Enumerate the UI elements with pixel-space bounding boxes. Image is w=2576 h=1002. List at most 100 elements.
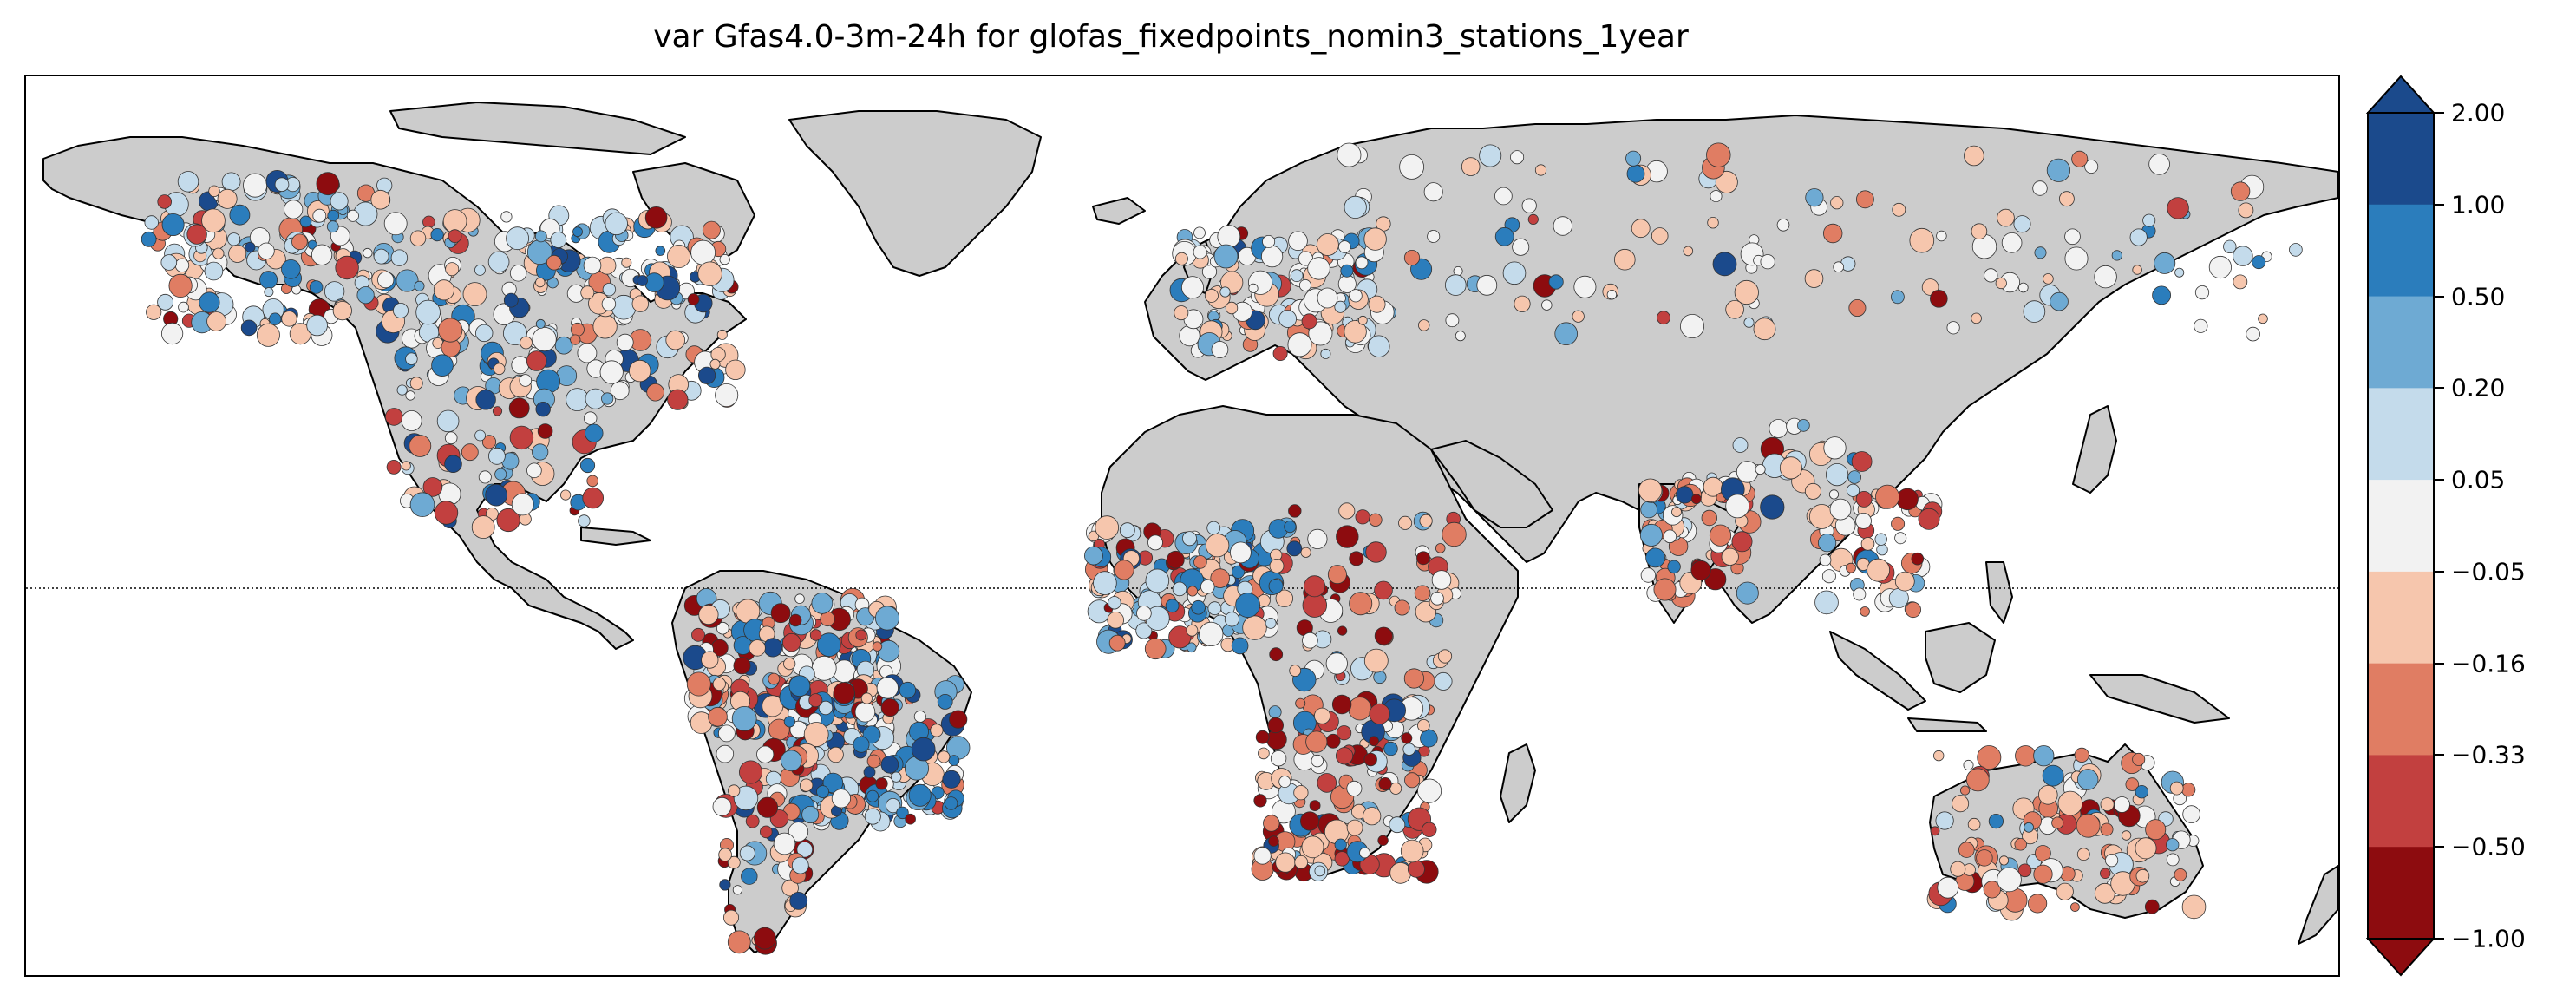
station-marker (1510, 150, 1525, 165)
station-marker (1179, 324, 1200, 347)
station-marker (1512, 238, 1530, 256)
station-marker (520, 336, 533, 350)
station-marker (461, 443, 479, 462)
station-marker (2181, 783, 2196, 797)
station-marker (160, 254, 178, 271)
station-marker (1357, 315, 1368, 325)
station-marker (448, 229, 462, 244)
station-marker (1875, 484, 1900, 509)
station-marker (475, 390, 496, 410)
station-marker (1289, 665, 1302, 677)
station-marker (905, 813, 916, 825)
station-marker (1255, 730, 1270, 744)
station-marker (1269, 647, 1284, 662)
station-marker (1302, 632, 1318, 649)
station-marker (809, 629, 822, 641)
station-marker (876, 677, 899, 699)
map-canvas (26, 102, 2338, 955)
station-marker (1147, 534, 1163, 551)
station-marker (741, 868, 758, 885)
colorbar-tick (2435, 295, 2444, 298)
station-marker (229, 204, 251, 226)
station-marker (586, 475, 598, 488)
station-marker (930, 724, 944, 737)
station-marker (937, 694, 953, 710)
station-marker (228, 244, 247, 263)
station-marker (583, 256, 602, 275)
station-marker (1946, 321, 1960, 335)
station-marker (384, 408, 403, 426)
station-marker (1368, 335, 1390, 357)
station-marker (1305, 730, 1328, 753)
station-marker (2017, 863, 2032, 878)
station-marker (1334, 300, 1347, 313)
station-marker (718, 848, 732, 861)
station-marker (2014, 838, 2027, 851)
station-marker (800, 778, 814, 792)
station-marker (1950, 861, 1966, 877)
station-marker (716, 621, 729, 635)
station-marker (433, 279, 454, 301)
station-marker (2064, 246, 2089, 271)
station-marker (667, 244, 691, 268)
station-marker (1165, 599, 1180, 613)
station-marker (1453, 265, 1463, 276)
station-marker (1701, 509, 1718, 527)
station-marker (789, 892, 808, 910)
station-marker (2181, 894, 2207, 920)
station-marker (1267, 717, 1285, 734)
station-marker (1205, 533, 1230, 558)
station-marker (186, 224, 207, 245)
station-marker (178, 301, 189, 313)
station-marker (899, 681, 917, 699)
station-marker (1712, 252, 1737, 277)
station-marker (629, 359, 651, 383)
station-marker (2114, 796, 2130, 813)
station-marker (1269, 559, 1285, 573)
station-marker (1614, 248, 1636, 271)
station-marker (1389, 782, 1402, 795)
station-marker (141, 231, 157, 247)
station-marker (2071, 150, 2089, 167)
station-marker (1710, 190, 1723, 203)
station-marker (2132, 265, 2142, 275)
station-marker (445, 262, 460, 277)
station-marker (2033, 864, 2053, 884)
station-marker (863, 766, 876, 778)
station-marker (2105, 854, 2119, 868)
station-marker (1253, 847, 1272, 865)
station-marker (471, 515, 495, 539)
station-marker (791, 856, 809, 874)
station-marker (1690, 560, 1711, 581)
station-marker (1527, 213, 1539, 225)
station-marker (1288, 231, 1308, 252)
colorbar-tick-label: −0.33 (2451, 740, 2526, 770)
station-marker (1325, 652, 1348, 675)
station-marker (1911, 552, 1925, 566)
station-marker (534, 230, 547, 243)
station-marker (2094, 265, 2117, 289)
station-marker (1107, 611, 1124, 629)
station-marker (1211, 341, 1229, 358)
station-marker (2024, 822, 2035, 833)
station-marker (1461, 157, 1481, 176)
station-marker (327, 209, 340, 222)
station-marker (788, 675, 811, 697)
station-marker (1261, 246, 1284, 268)
station-marker (1136, 606, 1152, 621)
station-marker (316, 172, 340, 196)
station-marker (1548, 274, 1564, 290)
station-marker (1275, 589, 1294, 608)
station-marker (2042, 764, 2064, 787)
station-marker (1420, 729, 1438, 748)
station-marker (1242, 615, 1267, 640)
station-marker (1135, 622, 1153, 639)
station-marker (256, 323, 280, 347)
station-marker (1984, 268, 1998, 283)
station-marker (1821, 569, 1836, 584)
station-marker (827, 746, 844, 763)
station-marker (356, 286, 375, 305)
station-marker (269, 312, 282, 325)
station-marker (1734, 279, 1759, 305)
station-marker (1952, 795, 1970, 813)
